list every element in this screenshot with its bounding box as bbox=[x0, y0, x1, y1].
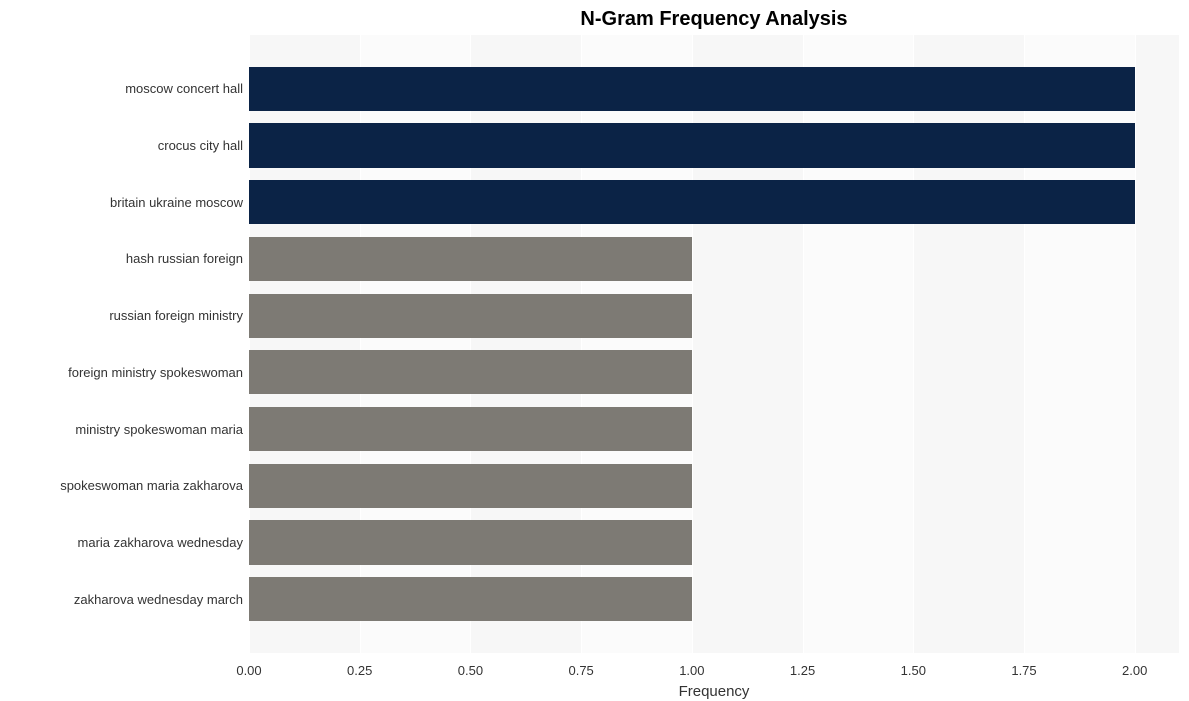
x-tick-label: 1.00 bbox=[679, 663, 704, 678]
bar bbox=[249, 123, 1135, 167]
x-axis-title: Frequency bbox=[249, 683, 1179, 700]
bar bbox=[249, 180, 1135, 224]
bar bbox=[249, 520, 692, 564]
y-tick-label: moscow concert hall bbox=[125, 81, 243, 96]
x-tick-label: 0.25 bbox=[347, 663, 372, 678]
y-tick-label: spokeswoman maria zakharova bbox=[60, 478, 243, 493]
y-tick-label: russian foreign ministry bbox=[109, 308, 243, 323]
x-tick-label: 1.25 bbox=[790, 663, 815, 678]
bar bbox=[249, 350, 692, 394]
chart-title: N-Gram Frequency Analysis bbox=[249, 8, 1179, 31]
bar bbox=[249, 464, 692, 508]
y-tick-label: maria zakharova wednesday bbox=[78, 535, 243, 550]
y-tick-label: crocus city hall bbox=[158, 138, 243, 153]
bar bbox=[249, 67, 1135, 111]
x-tick-label: 1.75 bbox=[1011, 663, 1036, 678]
x-tick-label: 0.50 bbox=[458, 663, 483, 678]
bar bbox=[249, 237, 692, 281]
gridline bbox=[1135, 35, 1136, 653]
bar bbox=[249, 577, 692, 621]
bar bbox=[249, 407, 692, 451]
y-tick-label: hash russian foreign bbox=[126, 251, 243, 266]
y-tick-label: zakharova wednesday march bbox=[74, 592, 243, 607]
bar bbox=[249, 294, 692, 338]
x-tick-label: 0.75 bbox=[568, 663, 593, 678]
y-tick-label: foreign ministry spokeswoman bbox=[68, 365, 243, 380]
x-tick-label: 2.00 bbox=[1122, 663, 1147, 678]
y-tick-label: ministry spokeswoman maria bbox=[75, 422, 243, 437]
x-tick-label: 1.50 bbox=[901, 663, 926, 678]
y-tick-label: britain ukraine moscow bbox=[110, 195, 243, 210]
plot-area bbox=[249, 35, 1179, 653]
x-tick-label: 0.00 bbox=[236, 663, 261, 678]
